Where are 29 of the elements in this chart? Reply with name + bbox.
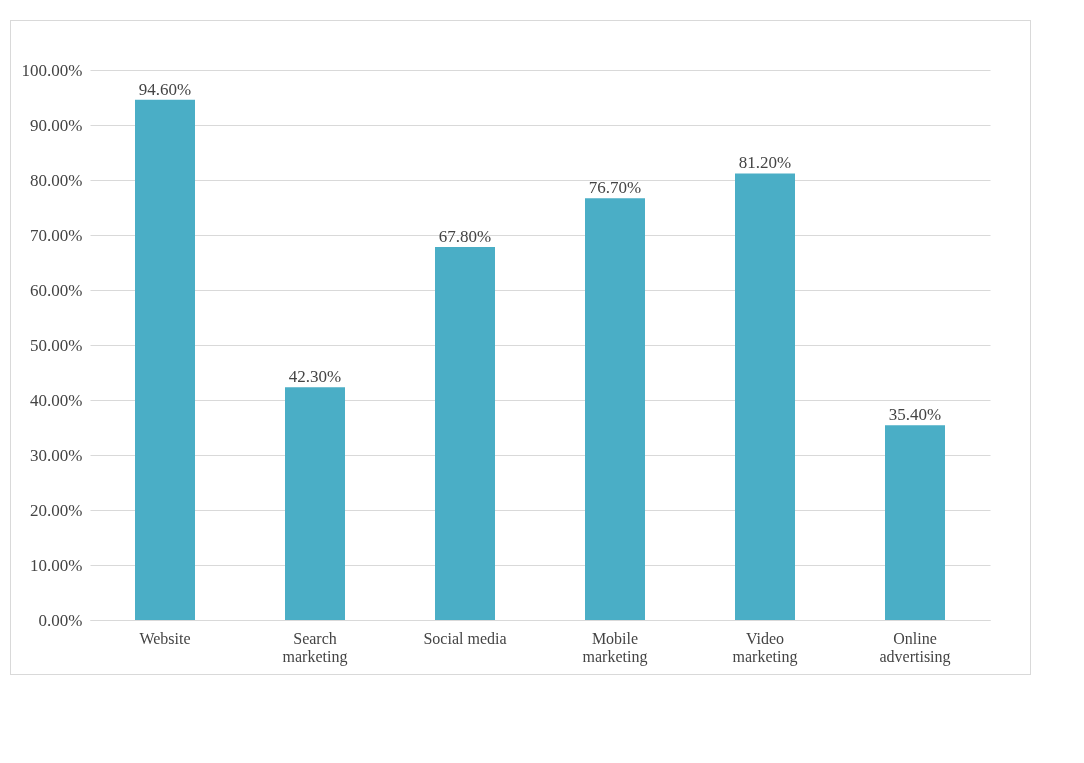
data-label: 94.60% bbox=[138, 79, 192, 99]
data-label: 35.40% bbox=[888, 405, 942, 425]
bar bbox=[435, 247, 495, 620]
data-label: 76.70% bbox=[588, 178, 642, 198]
x-tick-label: Search marketing bbox=[282, 629, 348, 666]
bar bbox=[885, 425, 945, 620]
y-tick-label: 80.00% bbox=[30, 170, 83, 190]
y-tick-label: 20.00% bbox=[30, 500, 83, 520]
y-tick-label: 40.00% bbox=[30, 390, 83, 410]
x-tick-label: Video marketing bbox=[732, 629, 798, 666]
data-label: 81.20% bbox=[738, 153, 792, 173]
y-tick-label: 90.00% bbox=[30, 115, 83, 135]
bar bbox=[135, 99, 195, 620]
x-tick-label: Online advertising bbox=[879, 629, 951, 666]
y-tick-label: 70.00% bbox=[30, 225, 83, 245]
y-tick-label: 30.00% bbox=[30, 445, 83, 465]
y-tick-label: 60.00% bbox=[30, 280, 83, 300]
y-tick-label: 0.00% bbox=[38, 610, 83, 630]
x-tick-label: Website bbox=[139, 629, 191, 647]
data-label: 42.30% bbox=[288, 367, 342, 387]
x-tick-label: Mobile marketing bbox=[582, 629, 648, 666]
bar bbox=[285, 387, 345, 620]
bar bbox=[735, 173, 795, 620]
y-tick-label: 10.00% bbox=[30, 555, 83, 575]
x-tick-label: Social media bbox=[423, 629, 507, 647]
data-label: 67.80% bbox=[438, 227, 492, 247]
y-tick-label: 50.00% bbox=[30, 335, 83, 355]
bar bbox=[585, 198, 645, 620]
y-tick-label: 100.00% bbox=[21, 60, 83, 80]
